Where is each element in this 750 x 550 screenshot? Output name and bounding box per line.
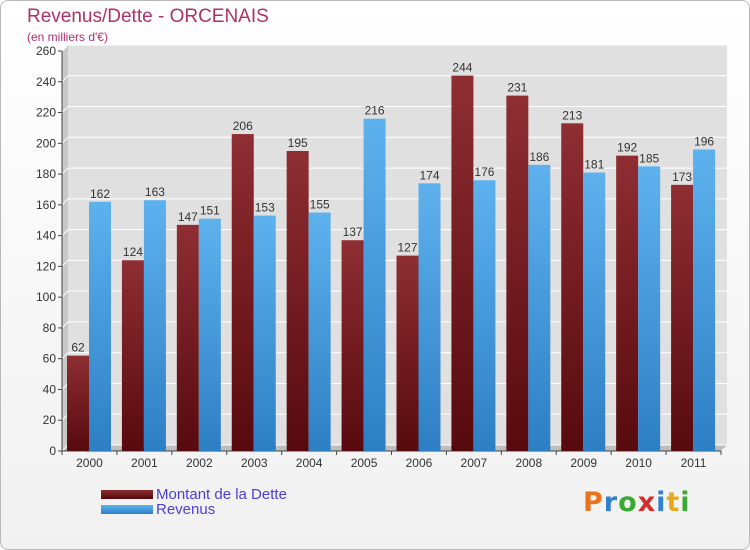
- y-tick-label: 40: [43, 382, 57, 396]
- bar-revenus-2006: [418, 183, 441, 452]
- bar-dette-2007: [451, 75, 474, 451]
- y-tick-label: 240: [36, 75, 56, 89]
- chart-title: Revenus/Dette - ORCENAIS: [27, 6, 269, 27]
- data-label-dette-2000: 62: [71, 341, 85, 355]
- bar-revenus-2002: [198, 218, 221, 451]
- bar-dette-2002: [176, 224, 199, 451]
- bar-dette-2005: [341, 240, 364, 451]
- data-label-revenus-2005: 216: [365, 104, 385, 118]
- data-label-revenus-2011: 196: [694, 134, 714, 148]
- data-label-revenus-2001: 163: [145, 185, 165, 199]
- bar-revenus-2007: [473, 180, 496, 451]
- bar-revenus-2008: [528, 164, 551, 451]
- data-label-dette-2005: 137: [343, 225, 363, 239]
- y-tick-label: 120: [36, 259, 56, 273]
- y-tick-label: 80: [43, 321, 57, 335]
- bar-dette-2003: [231, 134, 254, 452]
- logo-letter: x: [637, 487, 657, 518]
- x-tick-label: 2000: [76, 456, 103, 470]
- logo-letter: i: [680, 487, 691, 518]
- y-tick-label: 20: [43, 413, 57, 427]
- bar-dette-2008: [506, 95, 529, 451]
- logo-letter: t: [666, 487, 681, 518]
- x-tick-label: 2003: [241, 456, 268, 470]
- x-tick-label: 2007: [461, 456, 488, 470]
- y-tick-label: 100: [36, 290, 56, 304]
- bar-revenus-2004: [308, 212, 331, 451]
- data-label-revenus-2009: 181: [584, 158, 604, 172]
- y-tick-label: 260: [36, 44, 56, 58]
- x-tick-label: 2009: [570, 456, 597, 470]
- logo-letter: o: [618, 487, 638, 518]
- data-label-revenus-2007: 176: [474, 165, 494, 179]
- x-tick-label: 2004: [296, 456, 323, 470]
- data-label-dette-2006: 127: [397, 241, 417, 255]
- chart-subtitle: (en milliers d'€): [27, 30, 108, 44]
- bar-dette-2006: [396, 255, 419, 451]
- plot-floor: [62, 445, 727, 451]
- bar-revenus-2001: [143, 200, 166, 451]
- plot-side-wall: [62, 45, 68, 451]
- gridline: [61, 75, 727, 83]
- bar-dette-2000: [67, 355, 89, 451]
- bar-revenus-2000: [89, 201, 111, 451]
- x-tick-label: 2008: [515, 456, 542, 470]
- x-tick-label: 2011: [681, 456, 707, 470]
- legend-swatch-dette: [101, 490, 153, 499]
- y-tick-label: 0: [49, 444, 56, 458]
- y-tick-label: 140: [36, 229, 56, 243]
- bar-dette-2010: [616, 155, 639, 451]
- data-label-dette-2001: 124: [123, 245, 143, 259]
- bar-revenus-2010: [638, 166, 661, 451]
- data-label-dette-2010: 192: [617, 141, 637, 155]
- data-label-revenus-2002: 151: [200, 204, 220, 218]
- x-tick-label: 2005: [351, 456, 378, 470]
- bar-dette-2009: [561, 123, 584, 452]
- data-label-dette-2009: 213: [562, 108, 582, 122]
- data-label-revenus-2004: 155: [310, 198, 330, 212]
- logo-letter: i: [656, 487, 667, 518]
- y-tick-label: 160: [36, 198, 56, 212]
- y-tick-label: 180: [36, 167, 56, 181]
- data-label-dette-2002: 147: [178, 210, 198, 224]
- data-label-dette-2004: 195: [288, 136, 308, 150]
- bar-dette-2011: [671, 184, 694, 451]
- x-tick-label: 2006: [406, 456, 433, 470]
- proxiti-logo: Proxiti: [583, 487, 691, 518]
- bar-revenus-2009: [583, 172, 606, 452]
- data-label-dette-2003: 206: [233, 119, 253, 133]
- legend-swatch-revenus: [101, 505, 153, 514]
- x-tick-label: 2010: [625, 456, 652, 470]
- data-label-revenus-2003: 153: [255, 201, 275, 215]
- bar-dette-2001: [121, 260, 144, 451]
- bar-revenus-2005: [363, 118, 386, 451]
- logo-letter: P: [583, 487, 604, 518]
- data-label-dette-2007: 244: [452, 61, 472, 75]
- gridline: [61, 44, 727, 52]
- y-tick-label: 220: [36, 106, 56, 120]
- bar-revenus-2003: [253, 215, 276, 451]
- data-label-dette-2008: 231: [507, 81, 527, 95]
- data-label-revenus-2010: 185: [639, 151, 659, 165]
- data-label-revenus-2008: 186: [529, 150, 549, 164]
- y-tick-label: 60: [43, 352, 57, 366]
- data-label-revenus-2006: 174: [419, 168, 439, 182]
- x-tick-label: 2001: [131, 456, 158, 470]
- bar-dette-2004: [286, 151, 309, 451]
- data-label-revenus-2000: 162: [90, 187, 110, 201]
- x-tick-label: 2002: [186, 456, 213, 470]
- data-label-dette-2011: 173: [672, 170, 692, 184]
- y-tick-label: 200: [36, 136, 56, 150]
- logo-letter: r: [603, 487, 619, 518]
- bar-revenus-2011: [693, 149, 716, 451]
- legend-label-dette: Montant de la Dette: [156, 486, 287, 503]
- legend-label-revenus: Revenus: [156, 501, 216, 518]
